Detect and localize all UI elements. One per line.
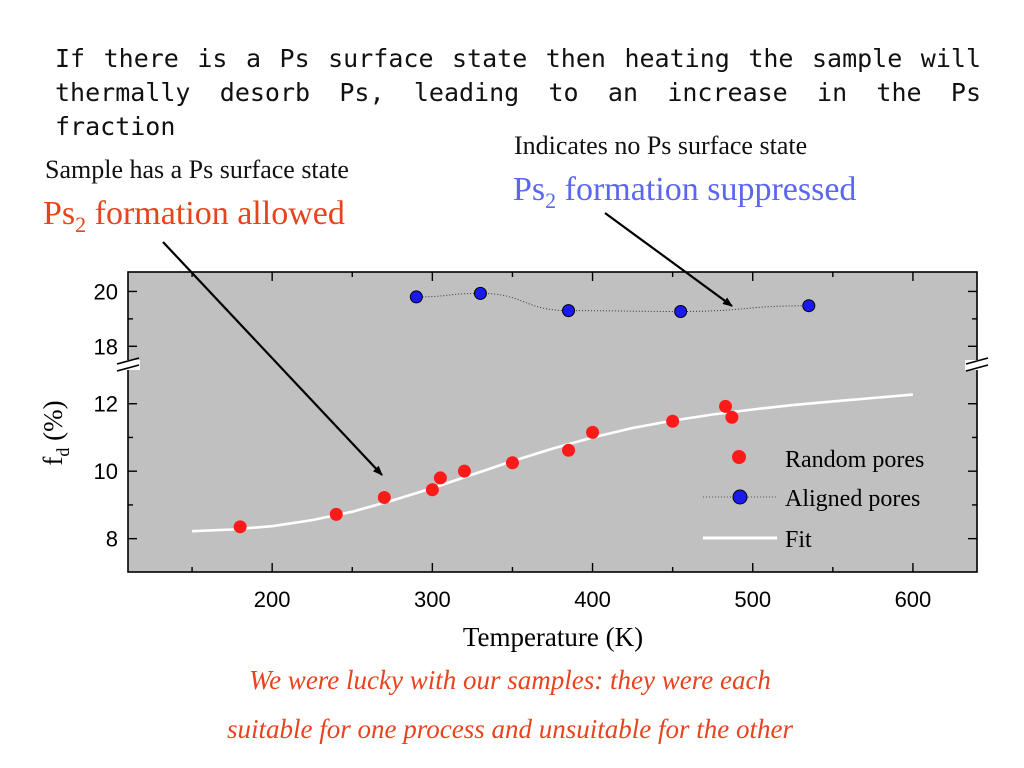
random-pores-point xyxy=(666,414,680,428)
x-axis-title: Temperature (K) xyxy=(463,622,643,652)
y-tick-label: 8 xyxy=(106,527,118,552)
footer-line-2: suitable for one process and unsuitable … xyxy=(227,714,793,744)
random-pores-point xyxy=(505,456,519,470)
axis-break-mark xyxy=(965,364,989,372)
legend-aligned-label: Aligned pores xyxy=(785,486,920,512)
random-pores-point xyxy=(725,410,739,424)
x-tick-label: 600 xyxy=(895,587,932,612)
formation-suppressed-pre: Ps xyxy=(513,171,546,208)
axis-break-mark xyxy=(116,364,140,372)
intro-text: If there is a Ps surface state then heat… xyxy=(55,42,981,144)
axis-break-gap xyxy=(965,360,989,370)
y-tick-label: 18 xyxy=(94,334,118,359)
suppressed-arrow xyxy=(604,212,733,307)
random-pores-point xyxy=(719,399,733,413)
formation-suppressed-sub: 2 xyxy=(545,187,557,213)
legend-aligned-marker xyxy=(732,489,748,505)
formation-allowed-post: formation allowed xyxy=(86,195,345,232)
y-tick-label: 20 xyxy=(94,279,118,304)
random-pores-point xyxy=(233,520,247,534)
axes: 200 300 400 500 600 8 10 12 18 20 xyxy=(94,272,989,612)
axis-break-mark xyxy=(116,357,140,365)
axis-break-mark xyxy=(965,357,989,365)
aligned-pores-point xyxy=(409,290,423,304)
plot-area xyxy=(127,271,978,573)
intro-line-2: thermally desorb Ps, leading to an incre… xyxy=(55,78,981,141)
aligned-pores-point xyxy=(562,304,576,318)
surface-state-note: Sample has a Ps surface state xyxy=(45,155,349,184)
x-tick-label: 500 xyxy=(734,587,771,612)
aligned-pores-layer xyxy=(409,286,816,318)
legend: Random pores Aligned pores Fit xyxy=(703,447,924,553)
random-pores-point xyxy=(329,507,343,521)
formation-allowed-sub: 2 xyxy=(75,211,87,237)
legend-random-label: Random pores xyxy=(785,447,924,473)
random-pores-point xyxy=(562,443,576,457)
formation-suppressed-heading: Ps2 formation suppressed xyxy=(513,171,856,214)
aligned-pores-point xyxy=(802,299,816,313)
y-tick-label: 12 xyxy=(94,392,118,417)
aligned-pores-point xyxy=(674,304,688,318)
y-axis-title: fd (%) xyxy=(38,400,73,465)
formation-allowed-pre: Ps xyxy=(43,195,76,232)
y-axis-title-sub: d xyxy=(53,448,73,457)
no-surface-state-note: Indicates no Ps surface state xyxy=(514,131,808,160)
aligned-pores-point xyxy=(473,286,487,300)
legend-fit-label: Fit xyxy=(785,527,812,553)
y-tick-label: 10 xyxy=(94,459,118,484)
random-pores-point xyxy=(586,425,600,439)
axis-break-gap xyxy=(116,360,140,370)
x-tick-label: 300 xyxy=(414,587,451,612)
intro-line-1: If there is a Ps surface state then heat… xyxy=(55,44,981,73)
random-pores-layer xyxy=(233,399,739,534)
y-axis-title-unit: (%) xyxy=(38,400,68,447)
random-pores-point xyxy=(425,483,439,497)
fit-curve xyxy=(192,393,914,533)
aligned-pores-line xyxy=(416,292,809,312)
footer-line-1: We were lucky with our samples: they wer… xyxy=(249,665,771,695)
random-pores-point xyxy=(457,464,471,478)
fit-curve-layer xyxy=(192,393,914,533)
allowed-arrow xyxy=(162,241,383,476)
y-axis-title-main: f xyxy=(38,457,68,466)
random-pores-point xyxy=(433,471,447,485)
random-pores-point xyxy=(377,490,391,504)
legend-random-marker xyxy=(732,450,746,464)
formation-suppressed-post: formation suppressed xyxy=(556,171,857,208)
x-tick-label: 200 xyxy=(254,587,291,612)
x-tick-label: 400 xyxy=(574,587,611,612)
formation-allowed-heading: Ps2 formation allowed xyxy=(43,195,345,238)
